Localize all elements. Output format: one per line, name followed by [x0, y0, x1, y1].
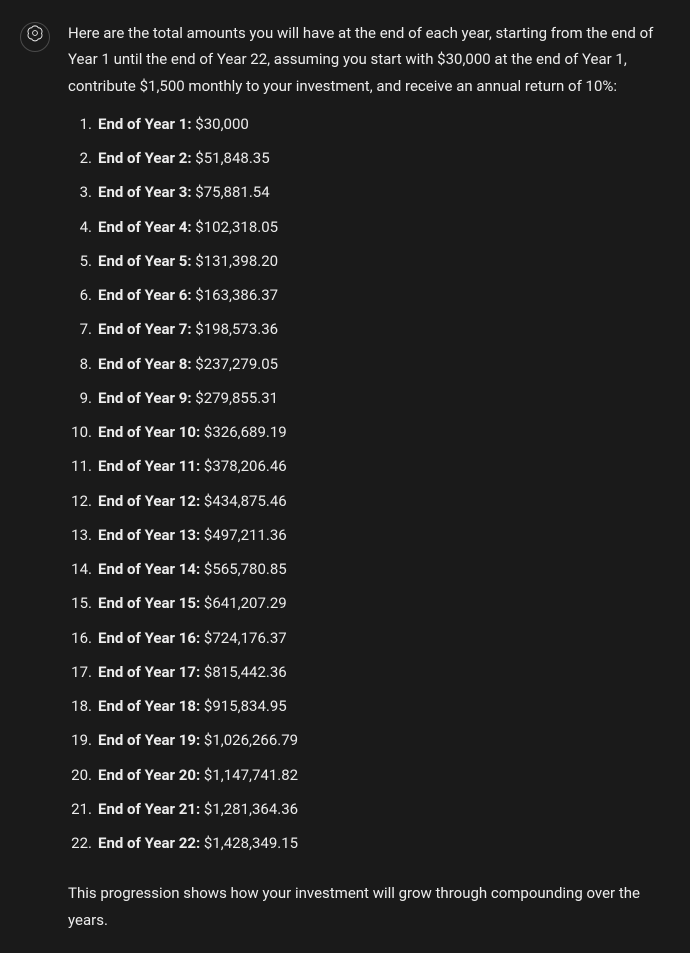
list-item: End of Year 1: $30,000	[98, 111, 670, 137]
year-value: $131,398.20	[192, 252, 279, 270]
year-value: $434,875.46	[200, 492, 287, 510]
year-label: End of Year 7:	[98, 320, 192, 338]
year-label: End of Year 18:	[98, 697, 200, 715]
year-label: End of Year 20:	[98, 766, 200, 784]
list-item: End of Year 3: $75,881.54	[98, 179, 670, 205]
list-item: End of Year 10: $326,689.19	[98, 419, 670, 445]
list-item: End of Year 5: $131,398.20	[98, 248, 670, 274]
list-item: End of Year 15: $641,207.29	[98, 590, 670, 616]
list-item: End of Year 17: $815,442.36	[98, 659, 670, 685]
year-label: End of Year 10:	[98, 423, 200, 441]
year-value: $641,207.29	[200, 594, 287, 612]
year-value: $198,573.36	[192, 320, 279, 338]
openai-logo-icon	[26, 24, 44, 50]
year-label: End of Year 17:	[98, 663, 200, 681]
list-item: End of Year 7: $198,573.36	[98, 316, 670, 342]
year-value: $1,026,266.79	[200, 731, 298, 749]
list-item: End of Year 14: $565,780.85	[98, 556, 670, 582]
chat-message: Here are the total amounts you will have…	[0, 0, 690, 953]
intro-paragraph: Here are the total amounts you will have…	[68, 20, 670, 99]
list-item: End of Year 22: $1,428,349.15	[98, 830, 670, 856]
list-item: End of Year 9: $279,855.31	[98, 385, 670, 411]
year-value: $1,281,364.36	[200, 800, 298, 818]
message-content: Here are the total amounts you will have…	[68, 20, 670, 933]
year-label: End of Year 11:	[98, 457, 200, 475]
year-value: $51,848.35	[192, 149, 270, 167]
year-label: End of Year 5:	[98, 252, 192, 270]
list-item: End of Year 13: $497,211.36	[98, 522, 670, 548]
year-value: $378,206.46	[200, 457, 287, 475]
year-list: End of Year 1: $30,000End of Year 2: $51…	[68, 111, 670, 857]
year-value: $497,211.36	[200, 526, 287, 544]
list-item: End of Year 20: $1,147,741.82	[98, 762, 670, 788]
list-item: End of Year 4: $102,318.05	[98, 214, 670, 240]
list-item: End of Year 8: $237,279.05	[98, 351, 670, 377]
year-label: End of Year 2:	[98, 149, 192, 167]
year-label: End of Year 12:	[98, 492, 200, 510]
year-value: $1,147,741.82	[200, 766, 298, 784]
year-value: $1,428,349.15	[200, 834, 298, 852]
list-item: End of Year 12: $434,875.46	[98, 488, 670, 514]
list-item: End of Year 21: $1,281,364.36	[98, 796, 670, 822]
outro-paragraph: This progression shows how your investme…	[68, 880, 670, 933]
year-label: End of Year 16:	[98, 629, 200, 647]
year-label: End of Year 8:	[98, 355, 192, 373]
list-item: End of Year 19: $1,026,266.79	[98, 727, 670, 753]
year-value: $724,176.37	[200, 629, 287, 647]
year-value: $326,689.19	[200, 423, 287, 441]
year-value: $279,855.31	[192, 389, 279, 407]
list-item: End of Year 6: $163,386.37	[98, 282, 670, 308]
list-item: End of Year 18: $915,834.95	[98, 693, 670, 719]
list-item: End of Year 2: $51,848.35	[98, 145, 670, 171]
year-label: End of Year 21:	[98, 800, 200, 818]
year-label: End of Year 3:	[98, 183, 192, 201]
year-value: $237,279.05	[192, 355, 279, 373]
year-value: $30,000	[192, 115, 249, 133]
year-value: $163,386.37	[192, 286, 279, 304]
year-value: $102,318.05	[192, 218, 279, 236]
year-value: $75,881.54	[192, 183, 270, 201]
year-label: End of Year 4:	[98, 218, 192, 236]
year-label: End of Year 1:	[98, 115, 192, 133]
year-label: End of Year 9:	[98, 389, 192, 407]
year-value: $815,442.36	[200, 663, 287, 681]
year-label: End of Year 6:	[98, 286, 192, 304]
year-label: End of Year 13:	[98, 526, 200, 544]
year-value: $565,780.85	[200, 560, 287, 578]
year-label: End of Year 14:	[98, 560, 200, 578]
year-label: End of Year 15:	[98, 594, 200, 612]
list-item: End of Year 16: $724,176.37	[98, 625, 670, 651]
assistant-avatar	[20, 22, 50, 52]
list-item: End of Year 11: $378,206.46	[98, 453, 670, 479]
year-label: End of Year 19:	[98, 731, 200, 749]
year-label: End of Year 22:	[98, 834, 200, 852]
year-value: $915,834.95	[200, 697, 287, 715]
